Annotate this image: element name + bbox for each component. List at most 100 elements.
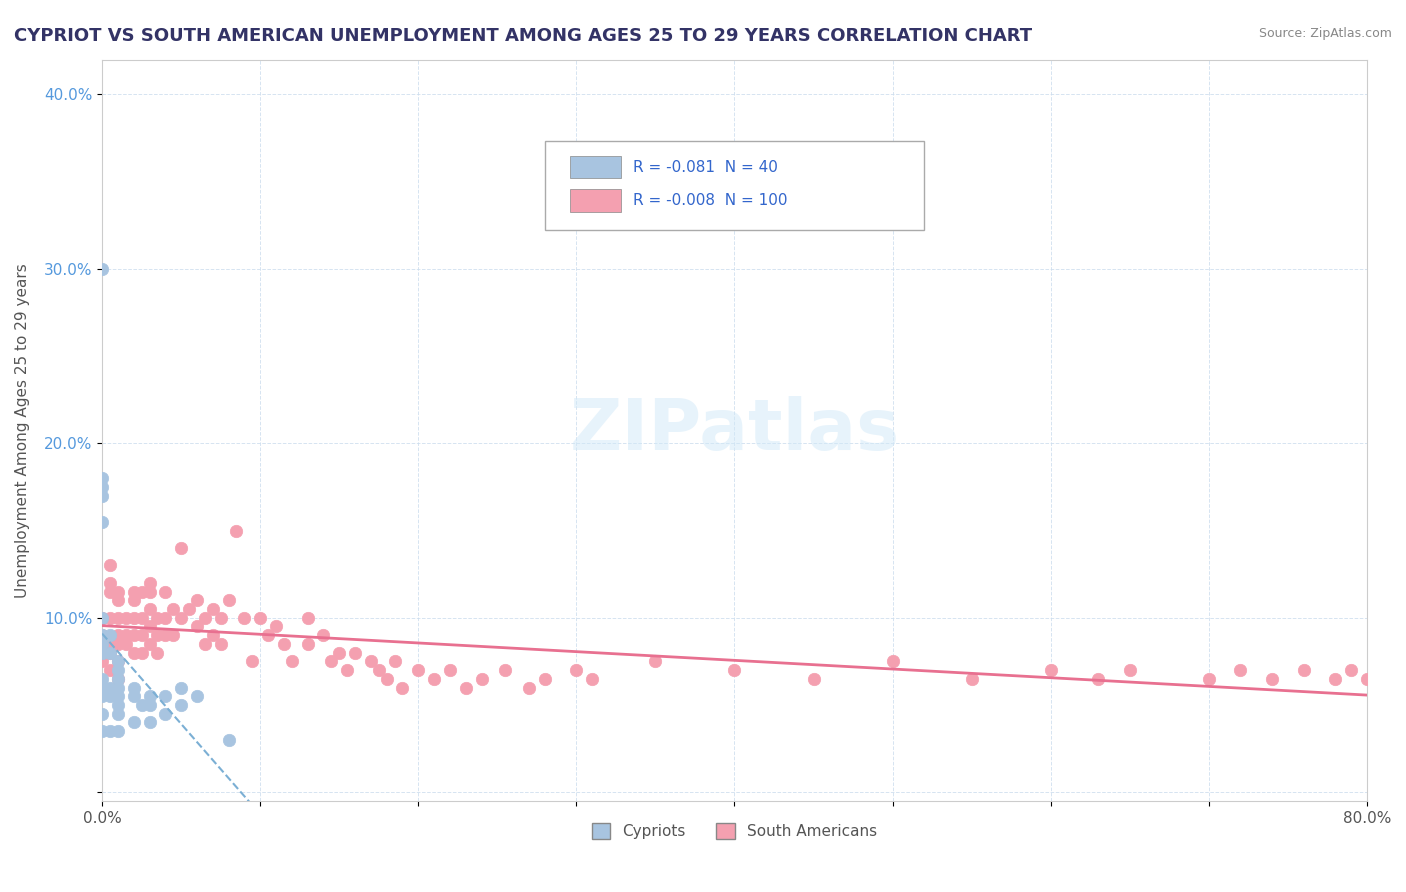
FancyBboxPatch shape: [544, 141, 924, 230]
Point: [321, 654, 343, 668]
Point: [384, 654, 406, 668]
Point: [1292, 663, 1315, 677]
Point: [170, 681, 193, 695]
Point: [138, 637, 160, 651]
Point: [122, 715, 145, 730]
Point: [91, 706, 114, 721]
Point: [209, 637, 232, 651]
Point: [107, 628, 129, 642]
Point: [114, 611, 136, 625]
Point: [249, 611, 271, 625]
Point: [336, 663, 359, 677]
Point: [257, 628, 280, 642]
Point: [91, 261, 114, 276]
Point: [391, 681, 413, 695]
Text: R = -0.008  N = 100: R = -0.008 N = 100: [633, 193, 787, 208]
Point: [146, 628, 169, 642]
Point: [107, 690, 129, 704]
Point: [98, 611, 121, 625]
Point: [98, 575, 121, 590]
Point: [131, 628, 153, 642]
Point: [209, 611, 232, 625]
Point: [723, 663, 745, 677]
Point: [91, 515, 114, 529]
Point: [91, 672, 114, 686]
Point: [114, 637, 136, 651]
Point: [131, 584, 153, 599]
Point: [131, 611, 153, 625]
Point: [122, 593, 145, 607]
Point: [91, 654, 114, 668]
Point: [107, 672, 129, 686]
Point: [98, 663, 121, 677]
Point: [146, 611, 169, 625]
Point: [360, 654, 382, 668]
Point: [98, 558, 121, 573]
Bar: [569, 156, 620, 178]
Point: [186, 593, 208, 607]
Point: [131, 646, 153, 660]
Point: [408, 663, 430, 677]
Point: [122, 628, 145, 642]
Point: [1039, 663, 1062, 677]
Text: Source: ZipAtlas.com: Source: ZipAtlas.com: [1258, 27, 1392, 40]
Point: [470, 672, 492, 686]
Point: [138, 602, 160, 616]
Point: [581, 672, 603, 686]
Point: [439, 663, 461, 677]
Point: [146, 646, 169, 660]
Point: [162, 602, 184, 616]
Point: [201, 602, 224, 616]
Point: [375, 672, 398, 686]
Point: [201, 628, 224, 642]
Point: [138, 690, 160, 704]
Point: [98, 637, 121, 651]
Point: [138, 584, 160, 599]
Point: [273, 637, 295, 651]
Point: [138, 715, 160, 730]
Point: [1198, 672, 1220, 686]
Point: [107, 672, 129, 686]
Point: [107, 724, 129, 739]
Point: [138, 619, 160, 633]
Point: [218, 593, 240, 607]
Point: [122, 611, 145, 625]
Point: [1324, 672, 1347, 686]
Point: [162, 628, 184, 642]
Point: [1261, 672, 1284, 686]
Point: [107, 698, 129, 712]
Point: [155, 706, 177, 721]
Point: [194, 611, 217, 625]
Point: [644, 654, 666, 668]
Point: [98, 724, 121, 739]
Point: [107, 611, 129, 625]
Point: [225, 524, 247, 538]
Point: [170, 541, 193, 555]
Point: [91, 637, 114, 651]
Point: [882, 654, 904, 668]
Point: [423, 672, 446, 686]
Point: [98, 690, 121, 704]
Point: [138, 698, 160, 712]
Point: [91, 690, 114, 704]
Point: [122, 690, 145, 704]
Point: [98, 628, 121, 642]
Point: [240, 654, 263, 668]
Point: [803, 672, 825, 686]
Y-axis label: Unemployment Among Ages 25 to 29 years: Unemployment Among Ages 25 to 29 years: [15, 263, 30, 598]
Point: [517, 681, 540, 695]
Bar: [569, 189, 620, 211]
Point: [177, 602, 200, 616]
Point: [107, 654, 129, 668]
Point: [91, 480, 114, 494]
Point: [297, 637, 319, 651]
Text: CYPRIOT VS SOUTH AMERICAN UNEMPLOYMENT AMONG AGES 25 TO 29 YEARS CORRELATION CHA: CYPRIOT VS SOUTH AMERICAN UNEMPLOYMENT A…: [14, 27, 1032, 45]
Point: [91, 611, 114, 625]
Point: [344, 646, 367, 660]
Point: [114, 628, 136, 642]
Point: [91, 489, 114, 503]
Text: ZIPatlas: ZIPatlas: [569, 396, 900, 465]
Point: [122, 681, 145, 695]
Point: [533, 672, 555, 686]
Point: [1355, 672, 1378, 686]
